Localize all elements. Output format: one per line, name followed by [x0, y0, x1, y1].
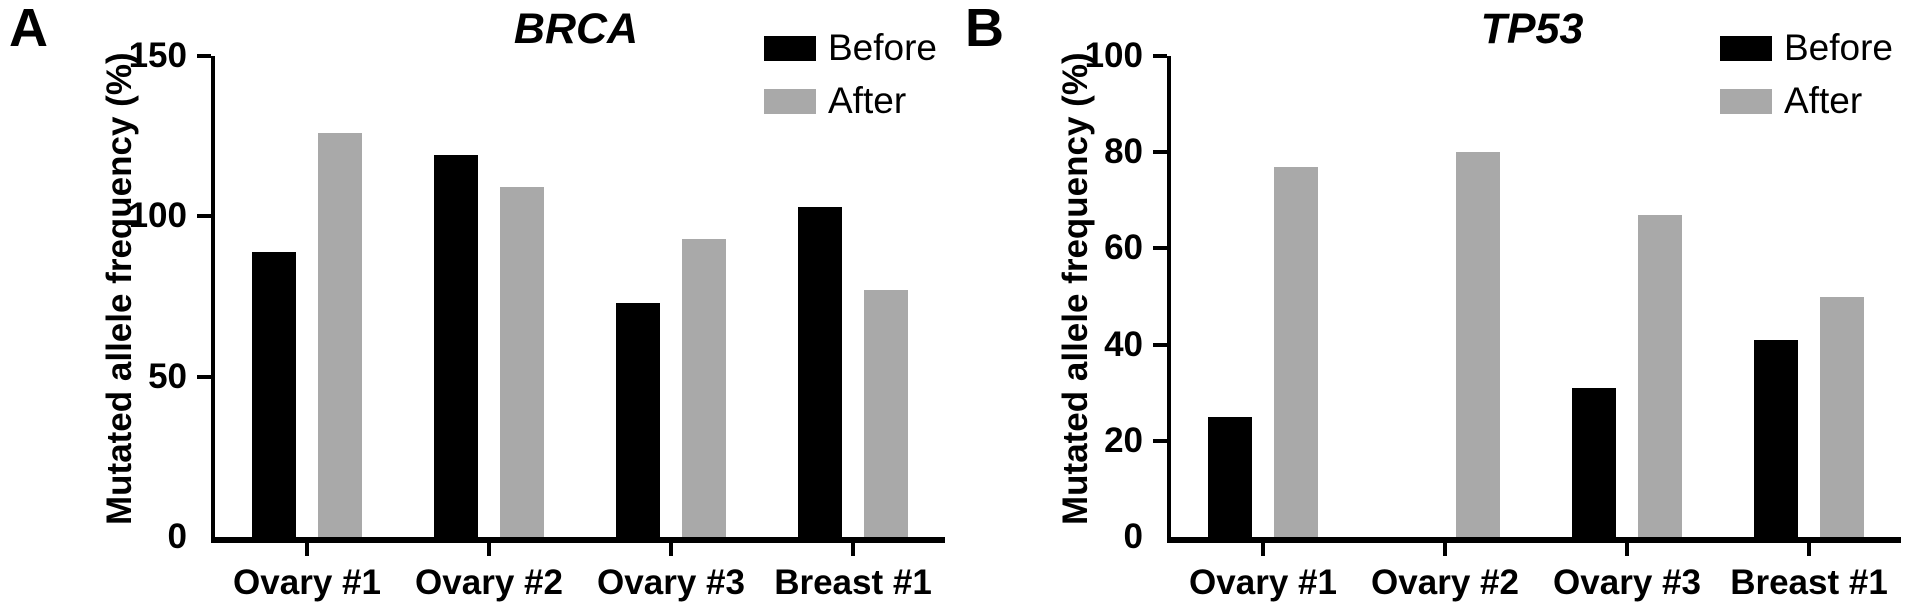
plot-area-brca: 0 50 100 150 Ovary #1 Ovary #2 Ovary #3 Breast …: [129, 36, 945, 602]
bar-before-ovary-2: [434, 155, 478, 537]
y-tick-label: 60: [1104, 228, 1143, 268]
bar-before-ovary-3: [616, 302, 660, 537]
legend-label-before: Before: [828, 27, 938, 68]
bar-after-ovary-3: [1638, 214, 1682, 537]
chart-title-tp53: TP53: [1480, 5, 1584, 53]
y-tick-label: 100: [128, 196, 187, 236]
x-category-label: Ovary #2: [415, 563, 563, 602]
bar-after-ovary-1: [1274, 166, 1318, 537]
legend-item-before: Before: [1720, 29, 1893, 67]
x-tick: [487, 543, 491, 556]
bar-after-ovary-1: [318, 132, 362, 537]
y-tick-label: 0: [167, 517, 187, 556]
legend-swatch-before: [764, 35, 816, 61]
x-category-label: Ovary #1: [233, 563, 381, 602]
legend-item-before: Before: [764, 29, 937, 67]
x-tick: [851, 543, 855, 556]
y-tick-label: 20: [1104, 420, 1143, 460]
y-tick: [197, 54, 211, 58]
bar-before-breast-1: [798, 206, 842, 537]
bar-before-ovary-1: [252, 251, 296, 537]
x-tick: [305, 543, 309, 556]
panel-letter-b: B: [965, 0, 1004, 58]
legend-item-after: After: [764, 82, 937, 120]
legend-swatch-after: [764, 88, 816, 114]
bar-after-breast-1: [864, 290, 908, 537]
x-category-label: Breast #1: [1730, 563, 1888, 602]
x-tick: [1443, 543, 1447, 556]
y-tick-label: 150: [128, 36, 187, 75]
y-tick: [197, 374, 211, 379]
x-category-label: Ovary #3: [1553, 563, 1701, 602]
y-tick: [197, 214, 211, 219]
legend-label-after: After: [828, 80, 907, 121]
y-axis-title: Mutated allele frequency (%): [1056, 52, 1095, 525]
bar-before-breast-1: [1754, 339, 1798, 537]
bar-after-ovary-2: [1456, 152, 1500, 537]
y-tick: [1153, 438, 1167, 443]
legend-label-after: After: [1784, 80, 1863, 121]
bar-after-ovary-3: [682, 238, 726, 537]
y-tick: [1153, 54, 1167, 58]
legend-label-before: Before: [1784, 27, 1894, 68]
x-tick: [1807, 543, 1811, 556]
legend-swatch-after: [1720, 88, 1772, 114]
x-tick: [1625, 543, 1629, 556]
x-category-label: Ovary #1: [1189, 563, 1337, 602]
y-tick: [1153, 342, 1167, 347]
x-category-label: Ovary #2: [1371, 563, 1519, 602]
panel-tp53: B TP53 Mutated allele frequency (%) Befo…: [956, 0, 1913, 614]
y-tick: [1153, 150, 1167, 155]
panel-letter-a: A: [9, 0, 48, 58]
panel-brca: A BRCA Mutated allele frequency (%) Befo…: [0, 0, 956, 614]
y-tick: [1153, 246, 1167, 251]
y-tick-label: 0: [1123, 517, 1143, 556]
y-tick-label: 40: [1104, 324, 1143, 364]
y-axis-title: Mutated allele frequency (%): [100, 52, 139, 525]
x-category-label: Breast #1: [774, 563, 932, 602]
chart-title-brca: BRCA: [513, 5, 639, 53]
bar-after-ovary-2: [500, 187, 544, 537]
y-tick-label: 50: [148, 356, 187, 396]
legend-item-after: After: [1720, 82, 1893, 120]
bar-after-breast-1: [1820, 296, 1864, 537]
y-tick-label: 100: [1084, 36, 1143, 75]
x-tick: [669, 543, 673, 556]
bar-before-ovary-1: [1208, 416, 1252, 537]
legend-swatch-before: [1720, 35, 1772, 61]
y-tick-label: 80: [1104, 132, 1143, 172]
legend: Before After: [764, 29, 937, 120]
bar-before-ovary-3: [1572, 387, 1616, 537]
plot-area-tp53: 0 20 40 60 80 100 Ovary #1 Ovary #2 Ovary #3 Brea…: [1085, 36, 1901, 602]
x-category-label: Ovary #3: [597, 563, 745, 602]
legend: Before After: [1720, 29, 1893, 120]
x-tick: [1261, 543, 1265, 556]
